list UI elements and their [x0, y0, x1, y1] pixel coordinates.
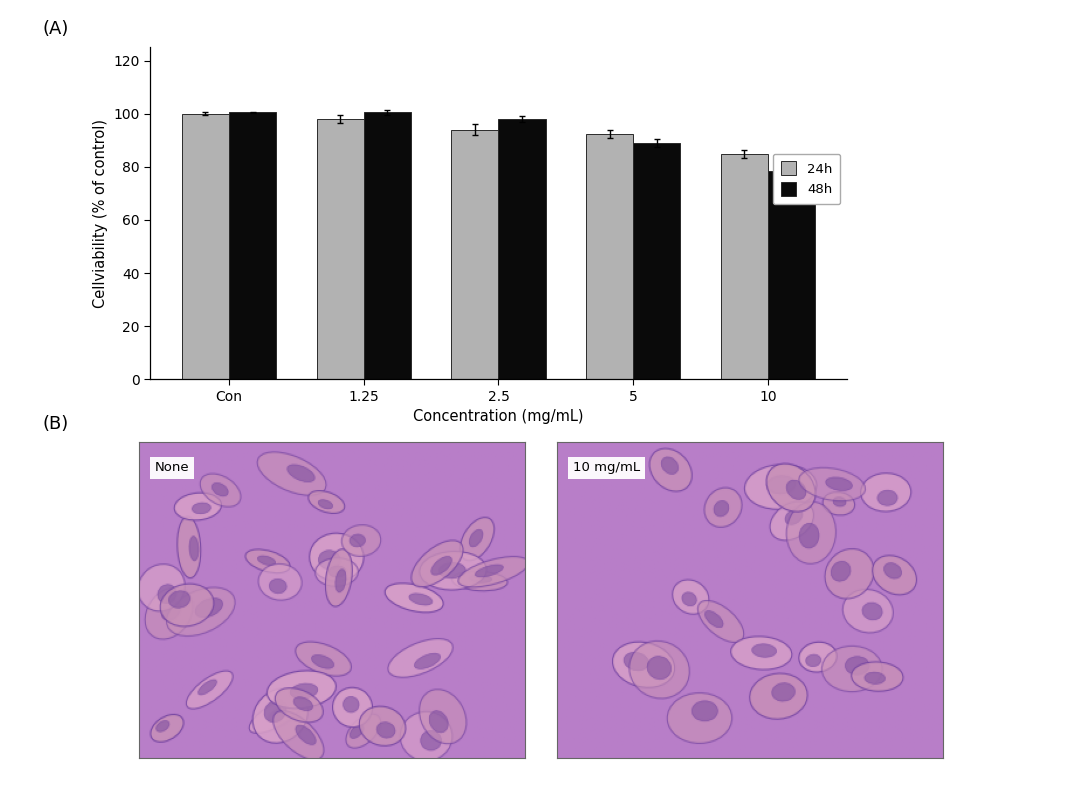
Text: (B): (B): [43, 415, 69, 433]
Text: None: None: [154, 461, 190, 474]
Bar: [316, 119, 363, 379]
Text: 10 mg/mL: 10 mg/mL: [572, 461, 640, 474]
Bar: [363, 112, 411, 379]
Bar: [451, 130, 498, 379]
X-axis label: Concentration (mg/mL): Concentration (mg/mL): [413, 409, 584, 424]
Bar: [634, 143, 681, 379]
Bar: [182, 114, 229, 379]
Bar: [498, 119, 546, 379]
Bar: [586, 134, 634, 379]
Legend: 24h, 48h: 24h, 48h: [773, 153, 840, 205]
Text: (A): (A): [43, 20, 70, 38]
Bar: [720, 153, 768, 379]
Bar: [229, 112, 277, 379]
Bar: [768, 171, 815, 379]
Y-axis label: Cellviability (% of control): Cellviability (% of control): [93, 118, 107, 308]
